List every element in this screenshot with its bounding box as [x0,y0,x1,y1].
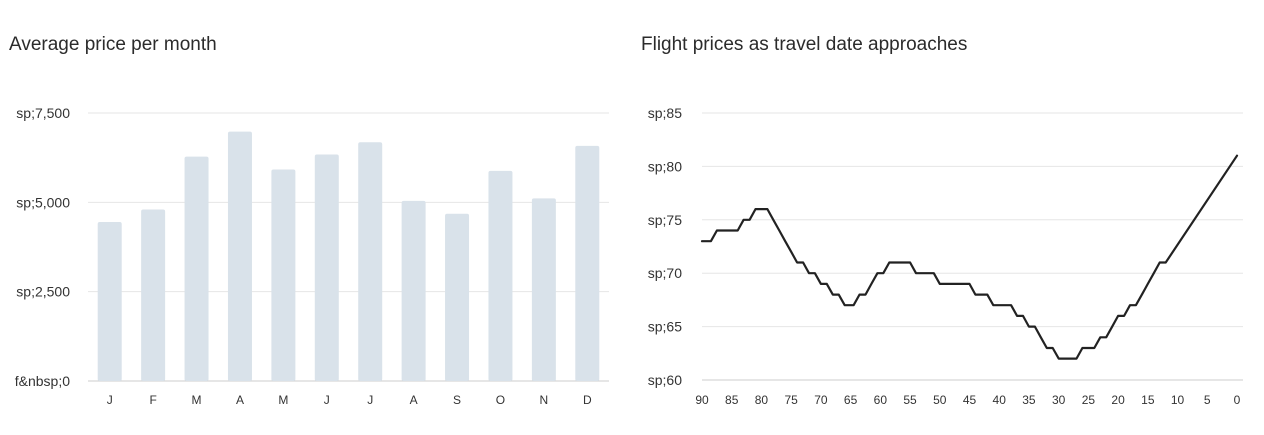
y-tick-label: sp;75 [648,212,682,228]
x-tick-label: 70 [814,393,828,407]
x-tick-label: 15 [1141,393,1155,407]
x-tick-label: F [149,393,156,407]
line-chart-title: Flight prices as travel date approaches [641,34,968,55]
x-tick-label: 45 [963,393,977,407]
x-tick-label: 90 [695,393,709,407]
x-tick-label: A [236,393,244,407]
x-tick-label: 35 [1022,393,1036,407]
x-tick-label: 30 [1052,393,1066,407]
bar [445,213,470,381]
x-tick-label: 60 [874,393,888,407]
x-tick-label: S [453,393,461,407]
x-tick-label: 10 [1171,393,1185,407]
x-tick-label: 55 [903,393,917,407]
line-chart: sp;60 sp;65 sp;70 sp;75 sp;80 sp;85 90 85 80 75 70… [648,105,1243,407]
bar-chart-title: Average price per month [9,34,217,55]
y-tick-label: sp;7,500 [16,105,70,121]
x-tick-label: 50 [933,393,947,407]
bar [227,131,252,381]
y-tick-label: f&nbsp;0 [15,373,70,389]
bar [531,198,556,381]
bar [271,169,296,381]
bar [358,142,383,381]
x-tick-label: N [540,393,549,407]
x-tick-label: 0 [1234,393,1241,407]
x-tick-label: 80 [755,393,769,407]
x-tick-label: 25 [1082,393,1096,407]
bar [184,156,209,381]
y-tick-label: sp;85 [648,105,682,121]
y-tick-label: sp;80 [648,158,682,174]
bar-chart: f&nbsp;0 sp;2,500 sp;5,000 sp;7,500 J F M A M J J A… [15,105,609,407]
y-tick-label: sp;65 [648,319,682,335]
bar [97,221,122,381]
x-tick-label: D [583,393,592,407]
price-line [700,154,1239,360]
y-tick-label: sp;60 [648,372,682,388]
y-tick-label: sp;2,500 [16,284,70,300]
x-tick-label: 20 [1111,393,1125,407]
x-tick-label: 65 [844,393,858,407]
y-tick-label: sp;5,000 [16,194,70,210]
bar [141,209,166,381]
x-tick-label: 85 [725,393,739,407]
x-tick-label: M [278,393,288,407]
x-tick-label: J [107,393,113,407]
x-tick-label: O [496,393,505,407]
x-tick-label: J [324,393,330,407]
bar [488,170,513,381]
x-tick-label: M [192,393,202,407]
x-tick-label: 75 [784,393,798,407]
x-tick-label: J [367,393,373,407]
bar [575,145,600,381]
x-tick-label: 40 [993,393,1007,407]
bar [314,154,339,381]
y-tick-label: sp;70 [648,265,682,281]
bar [401,200,426,381]
x-tick-label: A [410,393,418,407]
x-tick-label: 5 [1204,393,1211,407]
